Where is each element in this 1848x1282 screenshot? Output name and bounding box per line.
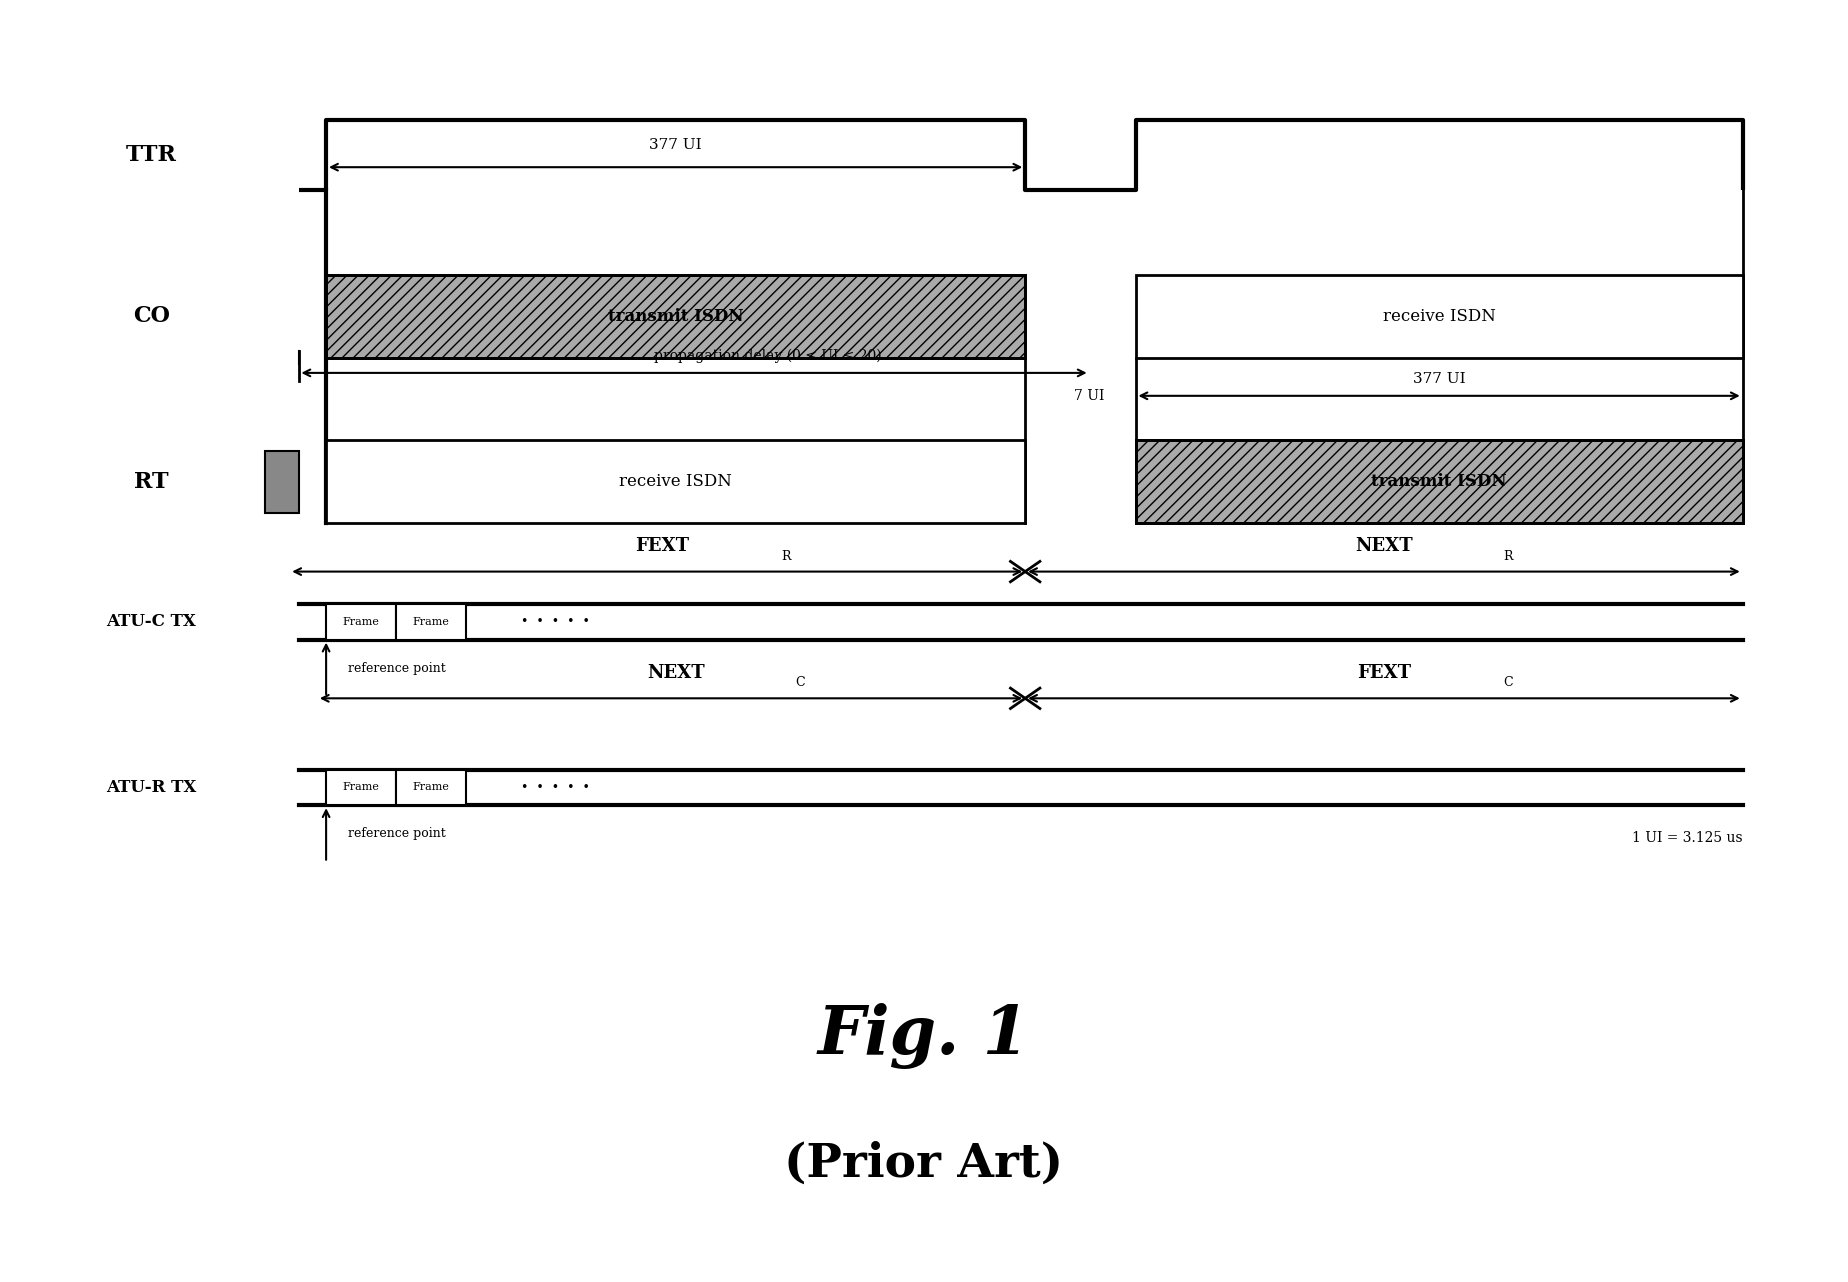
Text: C: C <box>795 677 806 690</box>
Text: R: R <box>782 550 791 563</box>
Text: C: C <box>1504 677 1514 690</box>
Text: 377 UI: 377 UI <box>649 138 702 151</box>
Text: Frame: Frame <box>342 782 379 792</box>
Text: transmit ISDN: transmit ISDN <box>1371 473 1506 490</box>
Bar <box>1135 441 1743 523</box>
Text: NEXT: NEXT <box>1355 537 1412 555</box>
Bar <box>325 441 1026 523</box>
Text: RT: RT <box>135 470 168 492</box>
Text: •  •  •  •  •: • • • • • <box>521 615 590 628</box>
Text: reference point: reference point <box>347 662 445 674</box>
Bar <box>395 604 466 640</box>
Text: FEXT: FEXT <box>1356 664 1410 682</box>
Text: Frame: Frame <box>342 617 379 627</box>
Text: 377 UI: 377 UI <box>1412 372 1465 386</box>
Bar <box>325 769 395 805</box>
Text: receive ISDN: receive ISDN <box>619 473 732 490</box>
Bar <box>1135 441 1743 523</box>
Bar <box>325 604 395 640</box>
Text: ATU-R TX: ATU-R TX <box>105 779 196 796</box>
Bar <box>325 274 1026 358</box>
Text: (Prior Art): (Prior Art) <box>784 1140 1064 1186</box>
Text: Frame: Frame <box>412 782 449 792</box>
Text: propagation delay (0 ≤ UI ≤ 20): propagation delay (0 ≤ UI ≤ 20) <box>654 349 881 363</box>
Text: Fig. 1: Fig. 1 <box>819 1003 1029 1069</box>
Text: NEXT: NEXT <box>647 664 704 682</box>
Text: 1 UI = 3.125 us: 1 UI = 3.125 us <box>1632 831 1743 845</box>
Text: TTR: TTR <box>126 144 177 167</box>
Text: reference point: reference point <box>347 827 445 841</box>
Text: transmit ISDN: transmit ISDN <box>608 308 743 324</box>
Bar <box>1135 274 1743 358</box>
Text: ATU-C TX: ATU-C TX <box>107 613 196 631</box>
Text: 7 UI: 7 UI <box>1074 390 1105 404</box>
Bar <box>325 274 1026 358</box>
Bar <box>266 451 299 513</box>
Text: CO: CO <box>133 305 170 327</box>
Text: Frame: Frame <box>412 617 449 627</box>
Text: receive ISDN: receive ISDN <box>1382 308 1495 324</box>
Text: •  •  •  •  •: • • • • • <box>521 781 590 794</box>
Bar <box>395 769 466 805</box>
Text: R: R <box>1504 550 1514 563</box>
Text: FEXT: FEXT <box>636 537 689 555</box>
